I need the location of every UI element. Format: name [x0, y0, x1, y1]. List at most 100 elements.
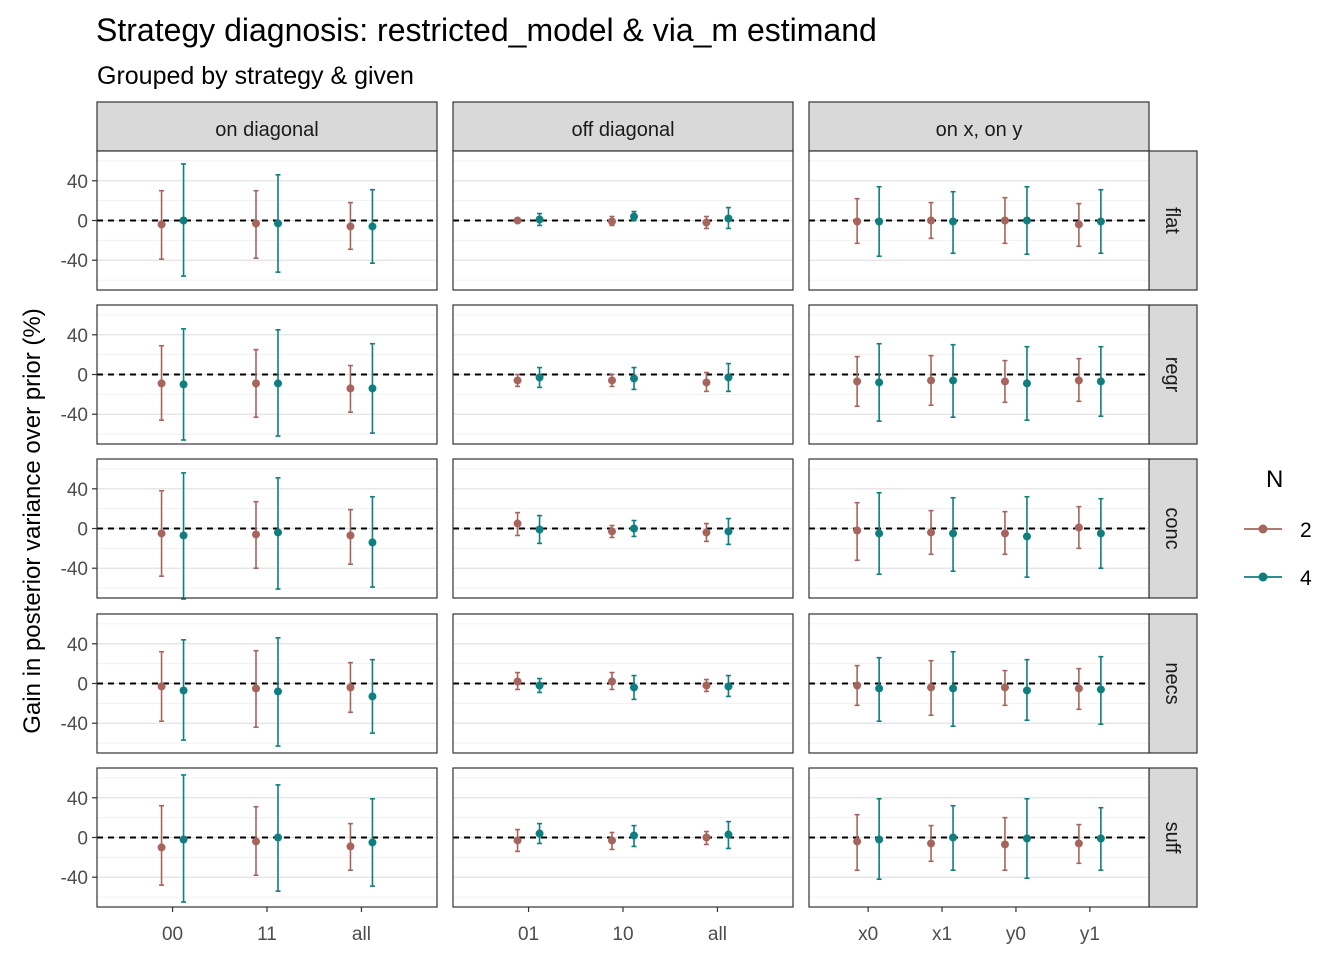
legend-label: 4 [1300, 567, 1312, 590]
estimate-point [927, 376, 936, 385]
estimate-point [702, 833, 711, 842]
estimate-point [875, 835, 884, 844]
estimate-point [535, 829, 544, 838]
panel-border [452, 304, 794, 445]
estimate-point [702, 528, 711, 537]
estimate-point [346, 222, 355, 231]
estimate-point [853, 837, 862, 846]
estimate-point [252, 219, 260, 228]
column-strip [808, 101, 1150, 152]
estimate-point [368, 222, 377, 231]
estimate-point [1022, 834, 1031, 843]
estimate-point [274, 528, 282, 537]
estimate-point [724, 682, 733, 691]
estimate-point [853, 217, 862, 226]
column-strip-label: on diagonal [215, 119, 318, 141]
estimate-point [1000, 529, 1009, 538]
estimate-point [608, 836, 616, 845]
panel [452, 150, 794, 291]
panel [808, 458, 1150, 599]
estimate-point [1096, 217, 1105, 226]
estimate-point [274, 219, 282, 228]
estimate-point [724, 214, 733, 223]
panel-border [808, 150, 1150, 291]
panel [452, 458, 794, 599]
y-tick-label: 40 [67, 172, 88, 193]
row-strip [1148, 304, 1198, 445]
legend-title: N [1266, 466, 1283, 493]
estimate-point [1000, 216, 1009, 225]
column-strip-label: on x, on y [936, 119, 1023, 141]
estimate-point [875, 378, 884, 387]
panel [452, 304, 794, 445]
panel-border [452, 613, 794, 754]
estimate-point [608, 376, 616, 385]
y-tick-label: 0 [77, 520, 88, 541]
y-tick-label: -40 [61, 251, 88, 272]
estimate-point [252, 530, 260, 539]
y-tick-label: 0 [77, 212, 88, 233]
x-tick-label: x1 [932, 924, 952, 945]
x-tick-label: 11 [257, 924, 277, 945]
row-strip [1148, 458, 1198, 599]
estimate-point [1074, 839, 1083, 848]
estimate-point [630, 683, 638, 692]
estimate-point [724, 527, 733, 536]
estimate-point [1000, 377, 1009, 386]
panel [452, 613, 794, 754]
y-tick-label: 0 [77, 829, 88, 850]
estimate-point [927, 683, 936, 692]
estimate-point [1096, 834, 1105, 843]
y-tick-label: 40 [67, 326, 88, 347]
estimate-point [853, 377, 862, 386]
estimate-point [157, 682, 166, 691]
estimate-point [724, 830, 733, 839]
estimate-point [535, 215, 544, 224]
estimate-point [157, 379, 166, 388]
estimate-point [1096, 529, 1105, 538]
estimate-point [346, 683, 355, 692]
column-strip-label: off diagonal [571, 119, 674, 141]
y-tick-label: -40 [61, 868, 88, 889]
panel [808, 304, 1150, 445]
estimate-point [927, 839, 936, 848]
estimate-point [179, 216, 188, 225]
estimate-point [1022, 532, 1031, 541]
estimate-point [949, 376, 958, 385]
y-axis-label: Gain in posterior variance over prior (%… [19, 308, 46, 734]
estimate-point [630, 524, 638, 533]
estimate-point [1000, 683, 1009, 692]
row-strip [1148, 613, 1198, 754]
estimate-point [346, 842, 355, 851]
y-tick-label: 40 [67, 789, 88, 810]
estimate-point [252, 379, 260, 388]
estimate-point [252, 837, 260, 846]
estimate-point [949, 684, 958, 693]
estimate-point [949, 217, 958, 226]
panel-border [808, 458, 1150, 599]
row-strip-label: necs [1161, 662, 1183, 704]
estimate-point [157, 220, 166, 229]
y-tick-label: 40 [67, 635, 88, 656]
estimate-point [179, 835, 188, 844]
estimate-point [927, 528, 936, 537]
estimate-point [875, 529, 884, 538]
legend-label: 2 [1300, 519, 1312, 542]
x-tick-label: all [708, 924, 727, 945]
x-tick-label: 10 [612, 924, 633, 945]
estimate-point [630, 374, 638, 383]
estimate-point [346, 531, 355, 540]
estimate-point [274, 379, 282, 388]
column-strip [452, 101, 794, 152]
estimate-point [1096, 685, 1105, 694]
y-tick-label: -40 [61, 714, 88, 735]
panel [808, 613, 1150, 754]
panel [808, 150, 1150, 291]
estimate-point [513, 376, 522, 385]
panel-border [808, 304, 1150, 445]
x-tick-label: y0 [1006, 924, 1026, 945]
estimate-point [1074, 523, 1083, 532]
estimate-point [252, 684, 260, 693]
estimate-point [157, 843, 166, 852]
estimate-point [535, 373, 544, 382]
